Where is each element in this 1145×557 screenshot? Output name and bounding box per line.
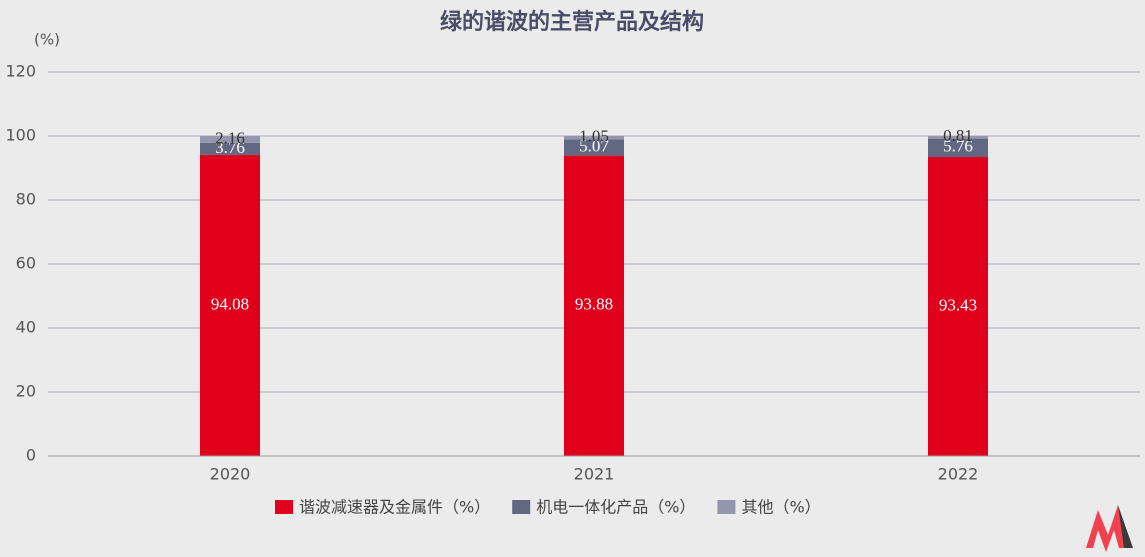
bar-segment <box>928 136 988 139</box>
y-tick-label: 120 <box>5 62 36 81</box>
bar-segment <box>200 142 260 155</box>
legend-label: 谐波减速器及金属件（%） <box>299 498 490 517</box>
data-label: 0.81 <box>943 126 973 145</box>
data-label: 93.43 <box>939 295 977 314</box>
data-label: 5.76 <box>943 137 973 156</box>
data-label: 2.16 <box>215 128 245 147</box>
data-label: 5.07 <box>579 136 609 155</box>
bar-segment <box>564 155 624 457</box>
legend-swatch <box>275 500 293 514</box>
y-tick-label: 40 <box>16 318 36 337</box>
legend-swatch <box>717 500 736 514</box>
bar-segment <box>564 139 624 156</box>
data-label: 93.88 <box>575 295 613 314</box>
x-tick-label: 2020 <box>210 465 251 484</box>
bar-segment <box>564 136 624 140</box>
bar-segment <box>928 138 988 158</box>
y-tick-label: 20 <box>16 382 36 401</box>
y-tick-label: 80 <box>16 190 36 209</box>
y-tick-label: 0 <box>26 446 36 465</box>
y-axis-label: (%) <box>34 31 60 49</box>
data-label: 1.05 <box>579 127 609 146</box>
bar-segment <box>200 136 260 143</box>
x-tick-label: 2021 <box>574 465 615 484</box>
y-tick-label: 100 <box>5 126 36 145</box>
legend-label: 其他（%） <box>741 498 820 517</box>
chart-title: 绿的谐波的主营产品及结构 <box>440 9 704 35</box>
legend-label: 机电一体化产品（%） <box>536 498 695 517</box>
y-tick-label: 60 <box>16 254 36 273</box>
bar-segment <box>200 154 260 456</box>
legend-swatch <box>512 500 531 514</box>
logo <box>1086 505 1133 552</box>
x-tick-label: 2022 <box>938 465 979 484</box>
bar-segment <box>928 157 988 457</box>
data-label: 94.08 <box>211 294 249 313</box>
